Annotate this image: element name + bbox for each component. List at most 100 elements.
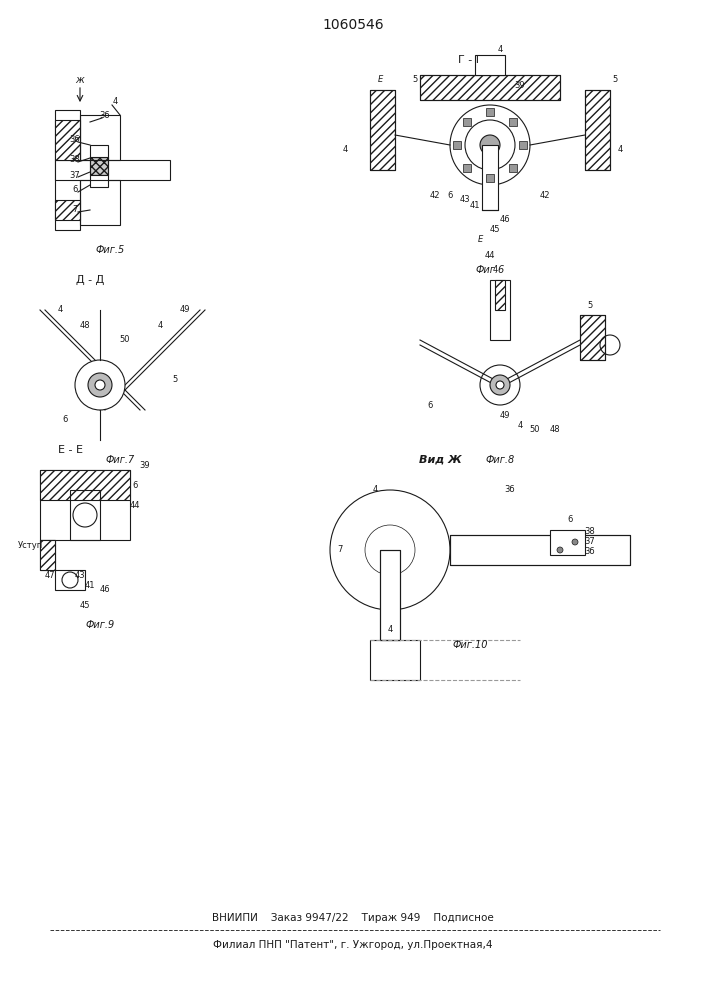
Text: Д - Д: Д - Д (76, 275, 104, 285)
Text: 4: 4 (617, 145, 623, 154)
Bar (519, 141, 527, 149)
Text: 5: 5 (612, 76, 618, 85)
Text: 37: 37 (585, 538, 595, 546)
Bar (40, 470, 130, 540)
Text: 48: 48 (549, 426, 561, 434)
Bar (40, 540, 55, 570)
Bar (40, 540, 55, 570)
Text: Фиг.5: Фиг.5 (95, 245, 124, 255)
Text: 42: 42 (430, 190, 440, 200)
Bar (55, 570, 85, 590)
Bar (55, 110, 80, 230)
Bar (370, 90, 395, 170)
Text: Г - Г: Г - Г (457, 55, 482, 65)
Bar (90, 157, 108, 175)
Text: 4: 4 (342, 145, 348, 154)
Text: 6: 6 (62, 416, 68, 424)
Text: 1060546: 1060546 (322, 18, 384, 32)
Text: 7: 7 (72, 206, 78, 215)
Bar (585, 90, 610, 170)
Text: Фиг.7: Фиг.7 (105, 455, 134, 465)
Text: 45: 45 (80, 600, 90, 609)
Bar (585, 90, 610, 170)
Text: 4: 4 (112, 98, 117, 106)
Text: 44: 44 (485, 250, 495, 259)
Circle shape (75, 360, 125, 410)
Bar (80, 180, 120, 225)
Text: Е: Е (378, 76, 382, 85)
Bar (580, 315, 605, 360)
Circle shape (496, 381, 504, 389)
Text: 4: 4 (492, 265, 498, 274)
Text: 49: 49 (500, 410, 510, 420)
Text: 6: 6 (567, 516, 573, 524)
Bar (420, 75, 560, 100)
Bar (453, 141, 461, 149)
Text: 6: 6 (132, 481, 138, 489)
Text: 38: 38 (69, 155, 81, 164)
Text: 4: 4 (373, 486, 378, 494)
Bar (495, 280, 505, 310)
Bar (420, 75, 560, 100)
Text: 7: 7 (337, 546, 343, 554)
Text: 6: 6 (72, 186, 78, 194)
Bar (90, 145, 108, 157)
Text: 39: 39 (515, 81, 525, 90)
Bar (380, 550, 400, 640)
Text: Фиг.10: Фиг.10 (452, 640, 488, 650)
Text: 4: 4 (57, 306, 63, 314)
Circle shape (557, 547, 563, 553)
Bar (482, 145, 498, 210)
Text: Уступ: Уступ (18, 540, 42, 550)
Text: 3б: 3б (100, 110, 110, 119)
Text: 6: 6 (448, 190, 452, 200)
Circle shape (95, 380, 105, 390)
Bar (55, 160, 170, 180)
Bar (90, 157, 108, 175)
Circle shape (572, 539, 578, 545)
Text: 43: 43 (460, 196, 470, 205)
Bar (509, 164, 518, 172)
Text: Фиг.9: Фиг.9 (86, 620, 115, 630)
Text: 47: 47 (45, 570, 55, 580)
Text: ж: ж (76, 75, 84, 85)
Text: 42: 42 (539, 190, 550, 200)
Bar (486, 174, 494, 182)
Text: 44: 44 (130, 500, 140, 510)
Text: Фиг.6: Фиг.6 (475, 265, 505, 275)
Bar (80, 115, 120, 160)
Bar (380, 550, 400, 640)
Text: Филиал ПНП "Патент", г. Ужгород, ул.Проектная,4: Филиал ПНП "Патент", г. Ужгород, ул.Прое… (214, 940, 493, 950)
Text: 45: 45 (490, 226, 501, 234)
Bar (55, 120, 80, 160)
Text: 41: 41 (469, 200, 480, 210)
Text: 41: 41 (85, 580, 95, 589)
Bar (490, 280, 510, 340)
Text: 37: 37 (69, 170, 81, 180)
Bar (580, 315, 605, 360)
Text: 5: 5 (412, 76, 418, 85)
Text: 46: 46 (100, 585, 110, 594)
Text: 4: 4 (498, 45, 503, 54)
Text: 50: 50 (530, 426, 540, 434)
Bar (450, 535, 630, 565)
Bar (370, 640, 420, 680)
Bar (40, 470, 130, 500)
Text: Вид Ж: Вид Ж (419, 455, 462, 465)
Text: Фиг.8: Фиг.8 (486, 455, 515, 465)
Text: 39: 39 (140, 460, 151, 470)
Text: 5: 5 (173, 375, 177, 384)
Text: 5: 5 (588, 300, 592, 310)
Bar (475, 55, 505, 75)
Bar (70, 490, 100, 540)
Text: 6: 6 (427, 400, 433, 410)
Text: 38: 38 (585, 528, 595, 536)
Text: 46: 46 (500, 216, 510, 225)
Text: 49: 49 (180, 306, 190, 314)
Bar (486, 108, 494, 116)
Text: ВНИИПИ    Заказ 9947/22    Тираж 949    Подписное: ВНИИПИ Заказ 9947/22 Тираж 949 Подписное (212, 913, 494, 923)
Text: 43: 43 (75, 570, 86, 580)
Text: 48: 48 (80, 320, 90, 330)
Text: Е: Е (477, 235, 483, 244)
Bar (370, 90, 395, 170)
